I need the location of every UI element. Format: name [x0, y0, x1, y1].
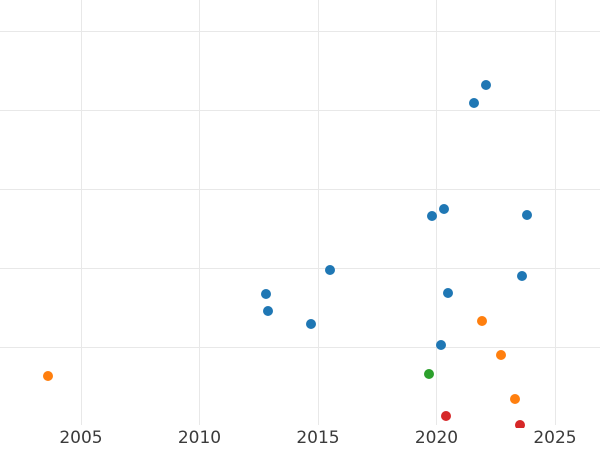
scatter-point-blue — [305, 319, 316, 330]
scatter-point-blue — [426, 210, 437, 221]
gridline-vertical — [80, 0, 82, 425]
x-tick-label: 2005 — [59, 428, 103, 448]
x-tick-label: 2015 — [296, 428, 340, 448]
gridline-horizontal — [0, 346, 600, 348]
plot-area — [0, 0, 600, 428]
gridline-horizontal — [0, 30, 600, 32]
scatter-point-orange — [509, 394, 520, 405]
x-tick-label: 2020 — [414, 428, 459, 448]
gridline-vertical — [554, 0, 556, 425]
scatter-point-blue — [481, 79, 492, 90]
gridline-horizontal — [0, 267, 600, 269]
scatter-point-green — [424, 368, 435, 379]
scatter-point-blue — [521, 210, 532, 221]
scatter-point-red — [514, 420, 525, 428]
scatter-point-orange — [495, 349, 506, 360]
gridline-vertical — [436, 0, 437, 425]
x-tick-label: 2025 — [533, 428, 577, 448]
x-tick-label: 2010 — [177, 428, 222, 448]
scatter-point-orange — [42, 371, 53, 382]
gridline-vertical — [199, 0, 200, 425]
scatter-point-blue — [469, 97, 480, 108]
scatter-point-blue — [324, 264, 335, 275]
scatter-point-orange — [476, 315, 487, 326]
scatter-point-blue — [438, 203, 449, 214]
scatter-point-blue — [260, 289, 271, 300]
scatter-point-blue — [516, 270, 527, 281]
gridline-vertical — [317, 0, 319, 425]
scatter-point-blue — [443, 288, 454, 299]
gridline-horizontal — [0, 188, 600, 190]
scatter-point-blue — [263, 305, 274, 316]
scatter-point-red — [441, 410, 451, 421]
gridline-horizontal — [0, 109, 600, 111]
x-axis: 2005 2010 2015 2020 2025 — [0, 428, 600, 450]
scatter-point-blue — [436, 339, 447, 350]
